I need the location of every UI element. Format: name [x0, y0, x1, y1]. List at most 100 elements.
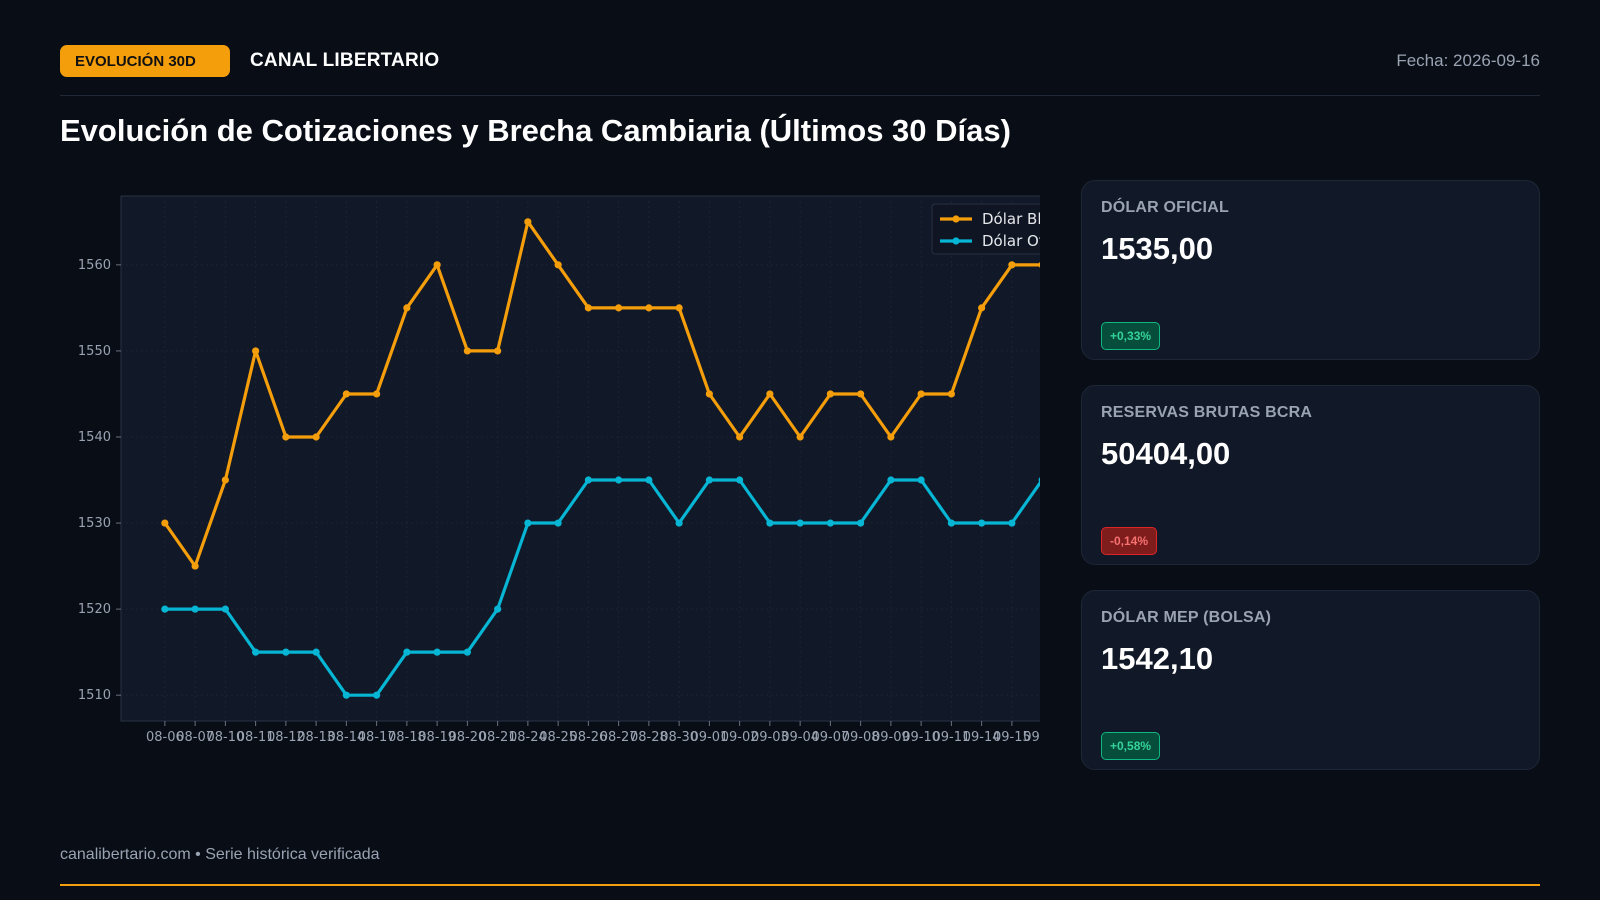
x-tick-label: 09-07 — [811, 730, 849, 745]
x-tick-label: 08-17 — [358, 730, 396, 745]
data-point — [373, 390, 381, 398]
data-point — [857, 390, 865, 398]
card-change-badge: +0,33% — [1101, 322, 1161, 350]
legend-marker — [952, 237, 960, 245]
y-tick-label: 1540 — [78, 430, 111, 445]
card-label: DÓLAR OFICIAL — [1101, 199, 1229, 216]
data-point — [736, 476, 744, 484]
x-tick-label: 09-10 — [902, 730, 940, 745]
data-point — [312, 433, 320, 441]
y-tick-label: 1530 — [78, 516, 111, 531]
report-date: Fecha: 2026-09-16 — [1396, 51, 1540, 70]
data-point — [433, 648, 441, 656]
data-point — [705, 476, 713, 484]
y-tick-label: 1520 — [78, 602, 111, 617]
data-point — [494, 605, 502, 613]
x-tick-label: 08-20 — [448, 730, 486, 745]
x-tick-label: 08-06 — [146, 730, 184, 745]
data-point — [252, 347, 260, 355]
card-reservas-bcra: RESERVAS BRUTAS BCRA 50404,00 -0,14% — [1081, 385, 1540, 565]
data-point — [252, 648, 260, 656]
data-point — [554, 261, 562, 269]
footer-accent-line — [60, 884, 1540, 886]
card-value: 50404,00 — [1101, 436, 1231, 471]
data-point — [463, 347, 471, 355]
data-point — [766, 519, 774, 527]
data-point — [796, 519, 804, 527]
data-point — [403, 648, 411, 656]
data-point — [524, 218, 532, 226]
data-point — [1008, 519, 1016, 527]
y-tick-label: 1560 — [78, 258, 111, 273]
data-point — [433, 261, 441, 269]
card-dolar-oficial: DÓLAR OFICIAL 1535,00 +0,33% — [1081, 180, 1540, 360]
card-change-badge: -0,14% — [1101, 527, 1158, 555]
data-point — [554, 519, 562, 527]
data-point — [1008, 261, 1016, 269]
x-tick-label: 08-26 — [569, 730, 607, 745]
data-point — [857, 519, 865, 527]
legend-label: Dólar Blue — [982, 210, 1040, 228]
chart-container: 1510 1520 1530 1540 1550 1560 08-06 08-07 08-10 0… — [60, 180, 1040, 760]
data-point — [191, 605, 199, 613]
line-chart: 15101520153015401550156008-0608-0708-100… — [78, 195, 1040, 745]
series-line-1 — [163, 478, 1040, 697]
data-point — [978, 519, 986, 527]
data-point — [615, 304, 623, 312]
stat-cards: DÓLAR OFICIAL 1535,00 +0,33% RESERVAS BR… — [1081, 180, 1540, 795]
x-tick-label: 09-14 — [963, 730, 1001, 745]
card-value: 1535,00 — [1101, 231, 1214, 266]
data-point — [615, 476, 623, 484]
data-point — [463, 648, 471, 656]
data-point — [584, 304, 592, 312]
x-tick-label: 08-18 — [388, 730, 426, 745]
data-point — [191, 562, 199, 570]
x-tick-label: 08-10 — [206, 730, 244, 745]
card-dolar-mep: DÓLAR MEP (BOLSA) 1542,10 +0,58% — [1081, 590, 1540, 770]
x-tick-label: 08-11 — [237, 730, 275, 745]
data-point — [826, 519, 834, 527]
data-point — [675, 304, 683, 312]
data-point — [312, 648, 320, 656]
x-tick-label: 08-25 — [539, 730, 577, 745]
card-label: RESERVAS BRUTAS BCRA — [1101, 404, 1313, 421]
footer-text: canalibertario.com • Serie histórica ver… — [60, 846, 380, 863]
series-line-0 — [163, 220, 1040, 568]
plot-area — [120, 195, 1040, 722]
x-tick-label: 09-09 — [872, 730, 910, 745]
x-tick-label: 09-08 — [842, 730, 880, 745]
data-point — [161, 605, 169, 613]
data-point — [221, 476, 229, 484]
data-point — [342, 691, 350, 699]
data-point — [796, 433, 804, 441]
legend-marker — [952, 215, 960, 223]
data-point — [282, 433, 290, 441]
legend-label: Dólar Oficial — [982, 232, 1040, 250]
data-point — [675, 519, 683, 527]
data-point — [1038, 261, 1040, 268]
data-point — [1038, 477, 1040, 483]
x-tick-label: 08-13 — [297, 730, 335, 745]
x-tick-label: 08-30 — [660, 730, 698, 745]
x-tick-label: 08-27 — [600, 730, 638, 745]
data-point — [282, 648, 290, 656]
data-point — [584, 476, 592, 484]
data-point — [645, 304, 653, 312]
y-tick-label: 1550 — [78, 344, 111, 359]
period-badge: EVOLUCIÓN 30D — [60, 45, 230, 77]
x-tick-label: 08-21 — [479, 730, 517, 745]
header-divider — [60, 95, 1540, 96]
data-point — [524, 519, 532, 527]
x-tick-label: 09-01 — [690, 730, 728, 745]
data-point — [494, 347, 502, 355]
data-point — [705, 390, 713, 398]
x-tick-label: 08-07 — [176, 730, 214, 745]
data-point — [161, 519, 169, 527]
data-point — [342, 390, 350, 398]
card-value: 1542,10 — [1101, 641, 1214, 676]
data-point — [221, 605, 229, 613]
x-tick-label: 08-28 — [630, 730, 668, 745]
data-point — [887, 433, 895, 441]
x-tick-label: 09-15 — [993, 730, 1031, 745]
x-tick-label: 08-19 — [418, 730, 456, 745]
